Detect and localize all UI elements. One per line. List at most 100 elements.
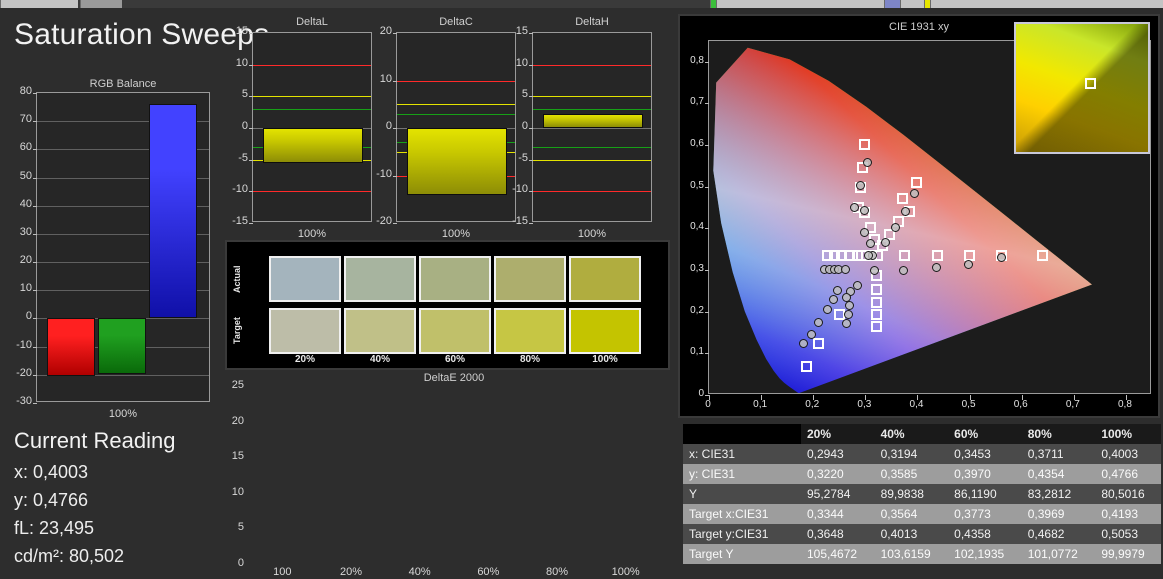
current-reading-line: x: 0,4003	[14, 462, 89, 482]
measurements-table: 20% 40% 60% 80% 100% x: CIE31 0,2943 0,3194 0,3…	[683, 424, 1161, 564]
rgb-y-tick: 50	[19, 169, 32, 182]
table-cell: 0,2943	[801, 444, 875, 464]
table-row-label: Target Y	[683, 544, 801, 564]
deltae-y-tick: 20	[231, 414, 244, 427]
delta-y-tick: -10	[232, 183, 248, 196]
cie-measured-marker	[850, 203, 860, 213]
rgb-y-tickmark	[33, 262, 37, 264]
current-reading-values: x: 0,4003 y: 0,4766 fL: 23,495 cd/m²: 80,50…	[14, 458, 224, 570]
delta-y-tick: -15	[512, 215, 528, 227]
rgb-y-tick: 30	[19, 225, 32, 238]
cie-y-tickmark	[705, 61, 709, 63]
cie-measured-marker	[852, 280, 862, 290]
cie-plot-area[interactable]	[705, 40, 1151, 400]
table-row-label: Target x:CIE31	[683, 504, 801, 524]
rgb-y-tickmark	[33, 374, 37, 376]
delta-y-tick: 15	[515, 25, 528, 37]
table-column-header: 60%	[948, 424, 1022, 444]
deltae-x-label: 60%	[477, 566, 500, 578]
gridline	[37, 290, 209, 292]
chrome-segment	[0, 0, 78, 8]
cie-measured-marker	[862, 158, 872, 168]
deltae-x-label: 40%	[408, 566, 431, 578]
cie-measured-marker	[909, 188, 919, 198]
cie-y-tickmark	[705, 270, 709, 272]
swatch-row-label-target: Target	[232, 317, 242, 345]
delta-y-tickmark	[249, 33, 253, 34]
rgb-y-tickmark	[33, 346, 37, 348]
table-cell: 0,4003	[1095, 444, 1161, 464]
deltae-y-tick: 0	[237, 557, 244, 569]
threshold-line-grn	[533, 109, 651, 110]
rgb-y-tickmark	[33, 177, 37, 179]
chrome-segment	[710, 0, 716, 8]
table-cell: 0,5053	[1095, 524, 1161, 544]
table-cell: 0,3220	[801, 464, 875, 484]
cie-target-marker	[856, 162, 868, 174]
table-row: Target Y 105,4672 103,6159 102,1935 101,0772…	[683, 544, 1161, 564]
table-column-header	[683, 424, 801, 444]
table-column-header: 80%	[1021, 424, 1096, 444]
delta-y-tickmark	[249, 191, 253, 193]
delta-y-tick: 0	[521, 120, 528, 132]
cie-x-tickmark	[709, 395, 710, 400]
threshold-line-red	[253, 191, 371, 193]
gridline	[37, 177, 209, 179]
delta-y-tick: 15	[235, 25, 248, 37]
delta-y-tickmark	[249, 223, 253, 224]
table-header-row: 20% 40% 60% 80% 100%	[683, 424, 1161, 444]
cie-target-marker	[911, 177, 923, 189]
delta-chart-deltal	[249, 32, 372, 224]
cie-diagram-panel: CIE 1931 xy 0 0,1 0,2 0,3 0,4 0,5 0,6 0,7 0,8 0 0,…	[678, 14, 1160, 418]
table-row: Y 95,2784 89,9838 86,1190 83,2812 80,5016	[683, 484, 1161, 504]
threshold-line-red	[253, 64, 371, 66]
rgb-balance-title: RGB Balance	[89, 78, 157, 90]
delta-y-tickmark	[529, 96, 533, 98]
rgb-y-tickmark	[33, 403, 37, 404]
deltae-chart-title: DeltaE 2000	[423, 372, 485, 384]
cie-y-tick: 0,7	[690, 96, 704, 108]
cie-x-tickmark	[761, 395, 763, 400]
cie-x-tick: 0,4	[909, 399, 924, 410]
chrome-segment	[924, 0, 930, 8]
rgb-balance-x-label: 100%	[108, 408, 138, 420]
delta-y-tickmark	[249, 128, 253, 129]
table-cell: 0,4766	[1095, 464, 1161, 484]
rgb-y-tick: 60	[19, 141, 32, 154]
cie-measured-marker	[963, 259, 973, 269]
deltae-y-tick: 10	[231, 485, 244, 498]
cie-x-tick: 0,5	[961, 399, 976, 410]
rgb-y-tick: 40	[19, 197, 32, 210]
cie-y-tickmark	[705, 145, 709, 147]
current-reading-line: fL: 23,495	[14, 518, 95, 538]
chrome-segment	[930, 0, 1163, 8]
table-row: Target x:CIE31 0,3344 0,3564 0,3773 0,3969 0,…	[683, 504, 1161, 524]
rgb-bar-blue	[149, 104, 197, 319]
swatch-column-label: 80%	[519, 354, 540, 365]
cie-measured-marker	[869, 266, 879, 276]
delta-y-tick: 5	[241, 88, 248, 101]
cie-x-tick: 0,6	[1013, 399, 1028, 410]
delta-y-tick: -5	[518, 151, 528, 164]
table-column-header: 40%	[874, 424, 949, 444]
delta-y-tickmark	[529, 159, 533, 161]
cie-target-marker	[843, 250, 855, 262]
table-row-label: Target y:CIE31	[683, 524, 801, 544]
delta-bar	[543, 114, 643, 128]
gridline	[37, 149, 209, 151]
delta-y-tick: -10	[512, 183, 528, 196]
cie-x-tick: 0,3	[857, 399, 872, 410]
table-cell: 0,3773	[948, 504, 1022, 524]
cie-measured-marker	[881, 237, 891, 247]
cie-x-tick: 0,7	[1065, 399, 1080, 410]
table-cell: 0,3194	[874, 444, 949, 464]
table-cell: 99,9979	[1095, 544, 1161, 564]
rgb-y-tick: 20	[19, 254, 32, 267]
deltae-title-wrap: DeltaE 2000	[248, 372, 660, 384]
cie-target-marker	[870, 309, 882, 321]
table-cell: 0,4354	[1021, 464, 1096, 484]
table-row-label: y: CIE31	[683, 464, 801, 484]
cie-y-tickmark	[705, 395, 709, 396]
cie-measured-marker	[890, 223, 900, 233]
table-cell: 95,2784	[801, 484, 875, 504]
